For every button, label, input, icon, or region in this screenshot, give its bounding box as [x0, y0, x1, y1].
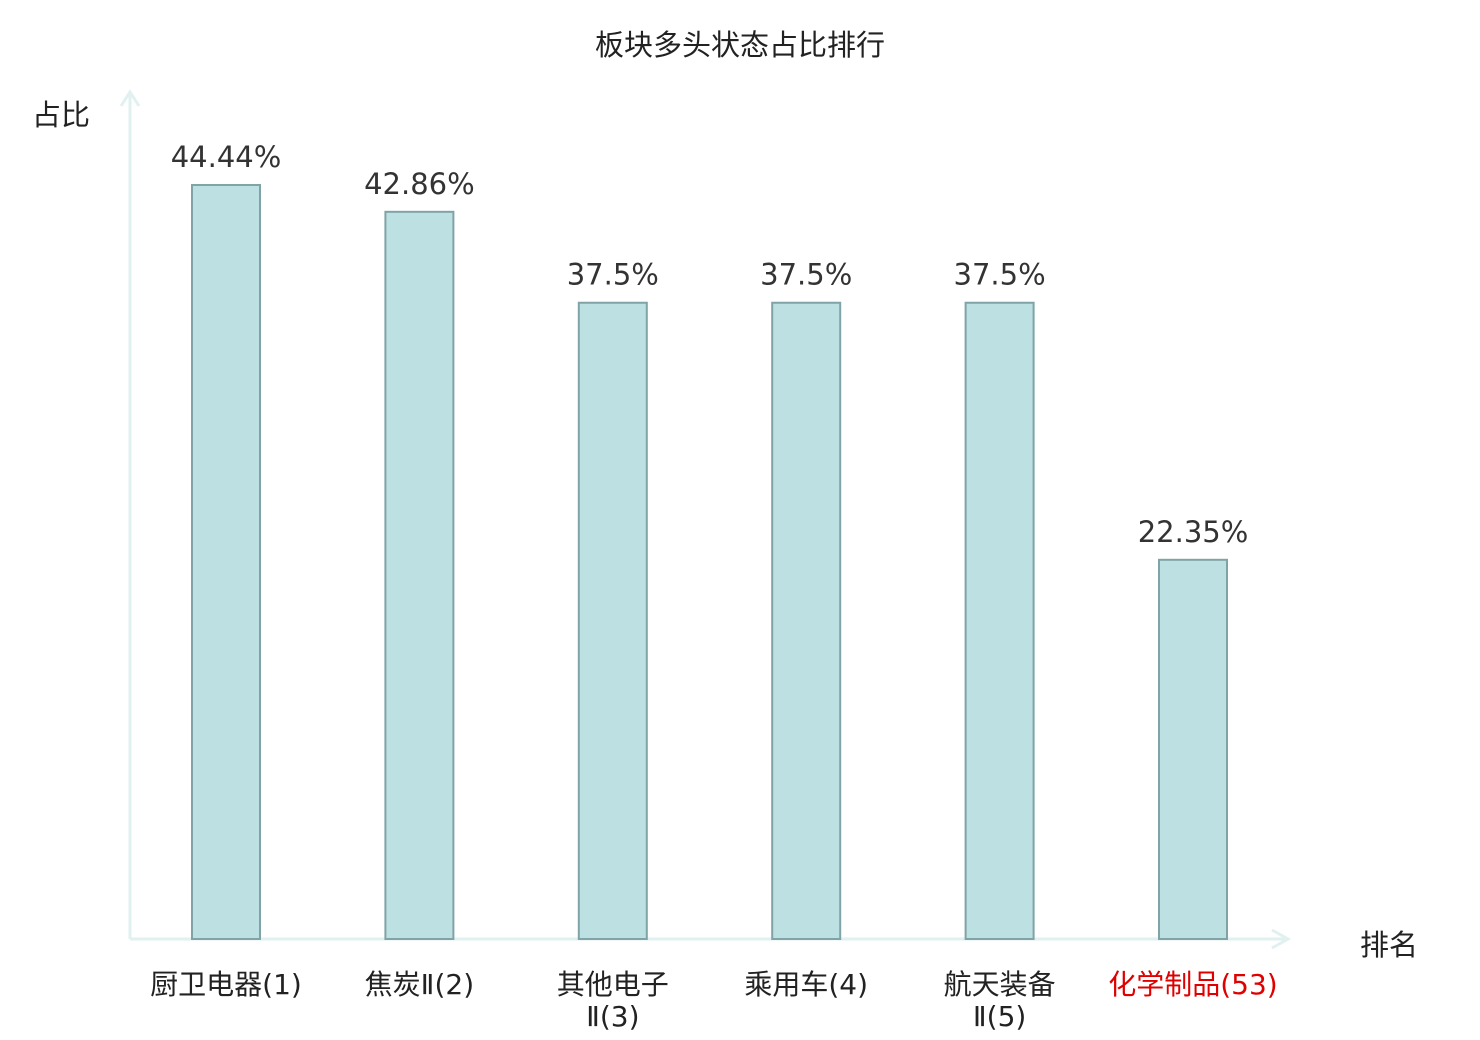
- data-label: 44.44%: [171, 140, 282, 174]
- data-label: 37.5%: [567, 258, 659, 292]
- x-tick-label: Ⅱ(3): [586, 1000, 639, 1033]
- bar: [191, 184, 261, 940]
- x-axis-label: 排名: [1360, 928, 1419, 962]
- bar: [577, 301, 648, 940]
- x-axis-arrow: [1271, 928, 1292, 950]
- data-label: 22.35%: [1138, 515, 1249, 549]
- x-tick-label: 化学制品(53): [1108, 968, 1277, 1001]
- y-axis-arrow: [119, 89, 141, 107]
- data-label: 37.5%: [954, 258, 1046, 292]
- x-tick-label: 焦炭Ⅱ(2): [365, 968, 474, 1001]
- data-label: 37.5%: [760, 258, 852, 292]
- x-tick-label: 航天装备: [944, 968, 1056, 1001]
- chart-title: 板块多头状态占比排行: [594, 28, 885, 62]
- bar: [771, 301, 842, 940]
- y-axis-label: 占比: [32, 98, 91, 132]
- bar: [384, 210, 455, 941]
- bar: [964, 301, 1035, 940]
- data-label: 42.86%: [364, 167, 475, 201]
- x-tick-label: 厨卫电器(1): [150, 968, 302, 1001]
- x-tick-label: 其他电子: [557, 968, 669, 1001]
- x-tick-label: 乘用车(4): [744, 968, 868, 1001]
- x-tick-label: Ⅱ(5): [973, 1000, 1026, 1033]
- bar: [1158, 558, 1228, 940]
